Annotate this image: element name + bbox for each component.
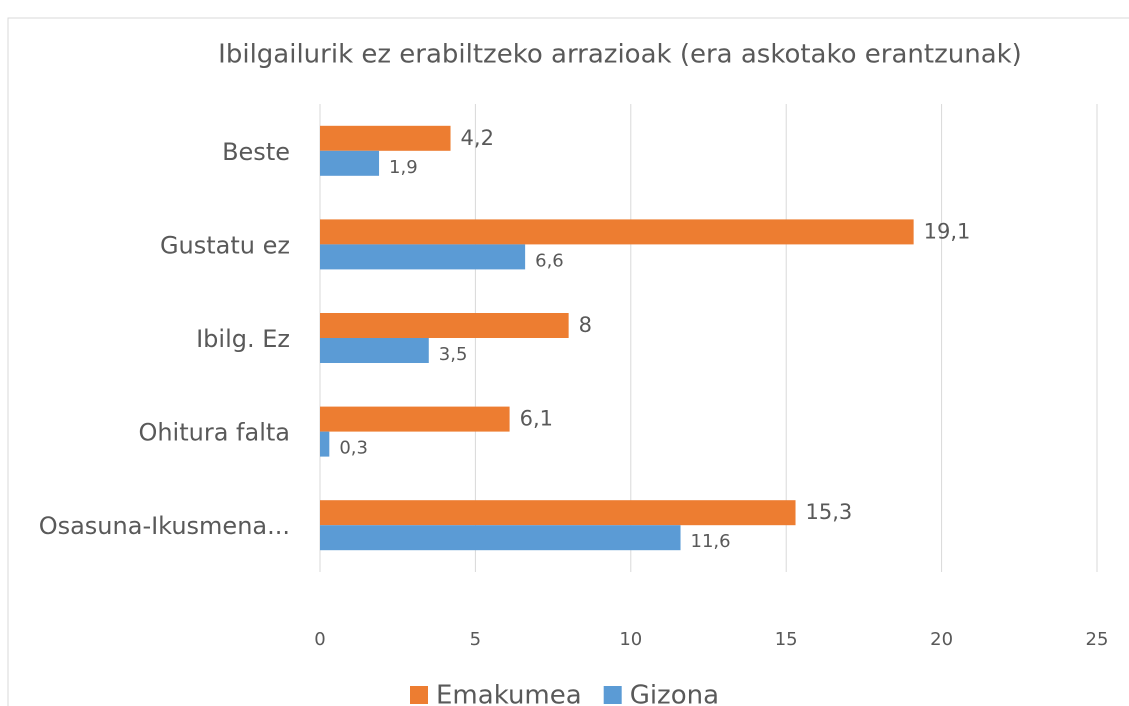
x-tick-label: 5: [470, 629, 481, 650]
legend-swatch: [410, 686, 428, 704]
y-tick-label: Beste: [222, 138, 290, 166]
data-label: 15,3: [806, 500, 853, 524]
bar: [320, 431, 330, 457]
bar: [320, 500, 796, 526]
x-tick-label: 25: [1086, 629, 1109, 650]
chart-border: [7, 17, 1129, 706]
data-label: 19,1: [924, 219, 971, 243]
bar: [320, 525, 681, 551]
x-tick-label: 0: [314, 629, 325, 650]
data-label: 11,6: [691, 531, 731, 552]
chart-title: Ibilgailurik ez erabiltzeko arrazioak (e…: [218, 40, 1022, 70]
data-label: 0,3: [339, 438, 368, 459]
data-label: 6,1: [520, 407, 553, 431]
x-tick-label: 20: [930, 629, 953, 650]
bar: [320, 150, 380, 176]
bar: [320, 406, 510, 432]
x-tick-label: 10: [619, 629, 642, 650]
bar: [320, 338, 429, 363]
legend-swatch: [603, 686, 622, 704]
bar: [320, 313, 569, 338]
x-tick-label: 15: [775, 629, 798, 650]
y-tick-label: Osasuna-Ikusmena...: [39, 512, 290, 540]
data-label: 1,9: [389, 157, 418, 178]
bar: [320, 125, 451, 151]
data-label: 4,2: [461, 126, 494, 150]
data-label: 3,5: [439, 344, 468, 365]
bar: [320, 219, 914, 245]
legend-label: Gizona: [630, 681, 719, 706]
data-label: 8: [579, 313, 592, 337]
y-tick-label: Gustatu ez: [160, 231, 290, 259]
y-tick-label: Ohitura falta: [138, 419, 290, 447]
legend-label: Emakumea: [436, 681, 582, 706]
y-tick-label: Ibilg. Ez: [196, 325, 290, 353]
data-label: 6,6: [535, 250, 564, 271]
bar: [320, 244, 526, 270]
